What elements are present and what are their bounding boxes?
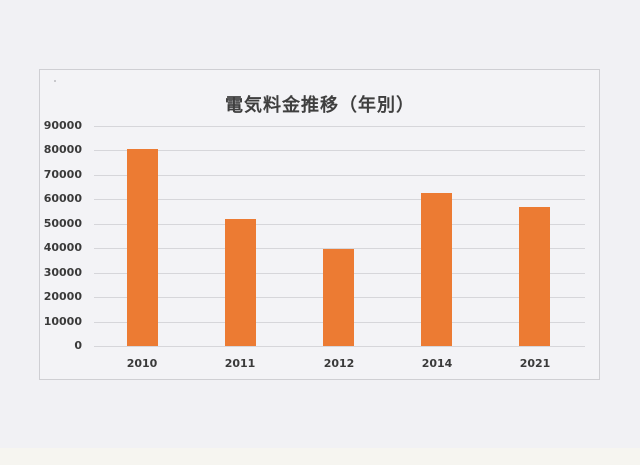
gridline — [94, 175, 585, 176]
y-tick-label: 60000 — [43, 192, 82, 205]
bar-2012 — [323, 249, 354, 346]
y-tick-label: 80000 — [43, 143, 82, 156]
y-tick-label: 90000 — [43, 119, 82, 132]
x-tick-label: 2010 — [126, 357, 158, 370]
gridline — [94, 150, 585, 151]
gridline — [94, 199, 585, 200]
page-edge — [0, 448, 640, 465]
y-tick-label: 50000 — [43, 217, 82, 230]
gridline — [94, 224, 585, 225]
y-tick-label: 0 — [74, 339, 82, 352]
x-tick-label: 2014 — [421, 357, 453, 370]
y-tick-label: 10000 — [43, 315, 82, 328]
gridline — [94, 346, 585, 347]
y-tick-label: 40000 — [43, 241, 82, 254]
bar-2011 — [225, 219, 256, 346]
gridline — [94, 248, 585, 249]
bar-2021 — [519, 207, 550, 346]
y-tick-label: 30000 — [43, 266, 82, 279]
gridline — [94, 126, 585, 127]
x-tick-label: 2021 — [519, 357, 551, 370]
x-tick-label: 2012 — [323, 357, 355, 370]
y-tick-label: 20000 — [43, 290, 82, 303]
y-tick-label: 70000 — [43, 168, 82, 181]
scan-speck — [54, 80, 56, 82]
bar-2014 — [421, 193, 452, 346]
x-tick-label: 2011 — [224, 357, 256, 370]
chart-title: 電気料金推移（年別） — [225, 95, 415, 116]
bar-2010 — [127, 149, 158, 346]
